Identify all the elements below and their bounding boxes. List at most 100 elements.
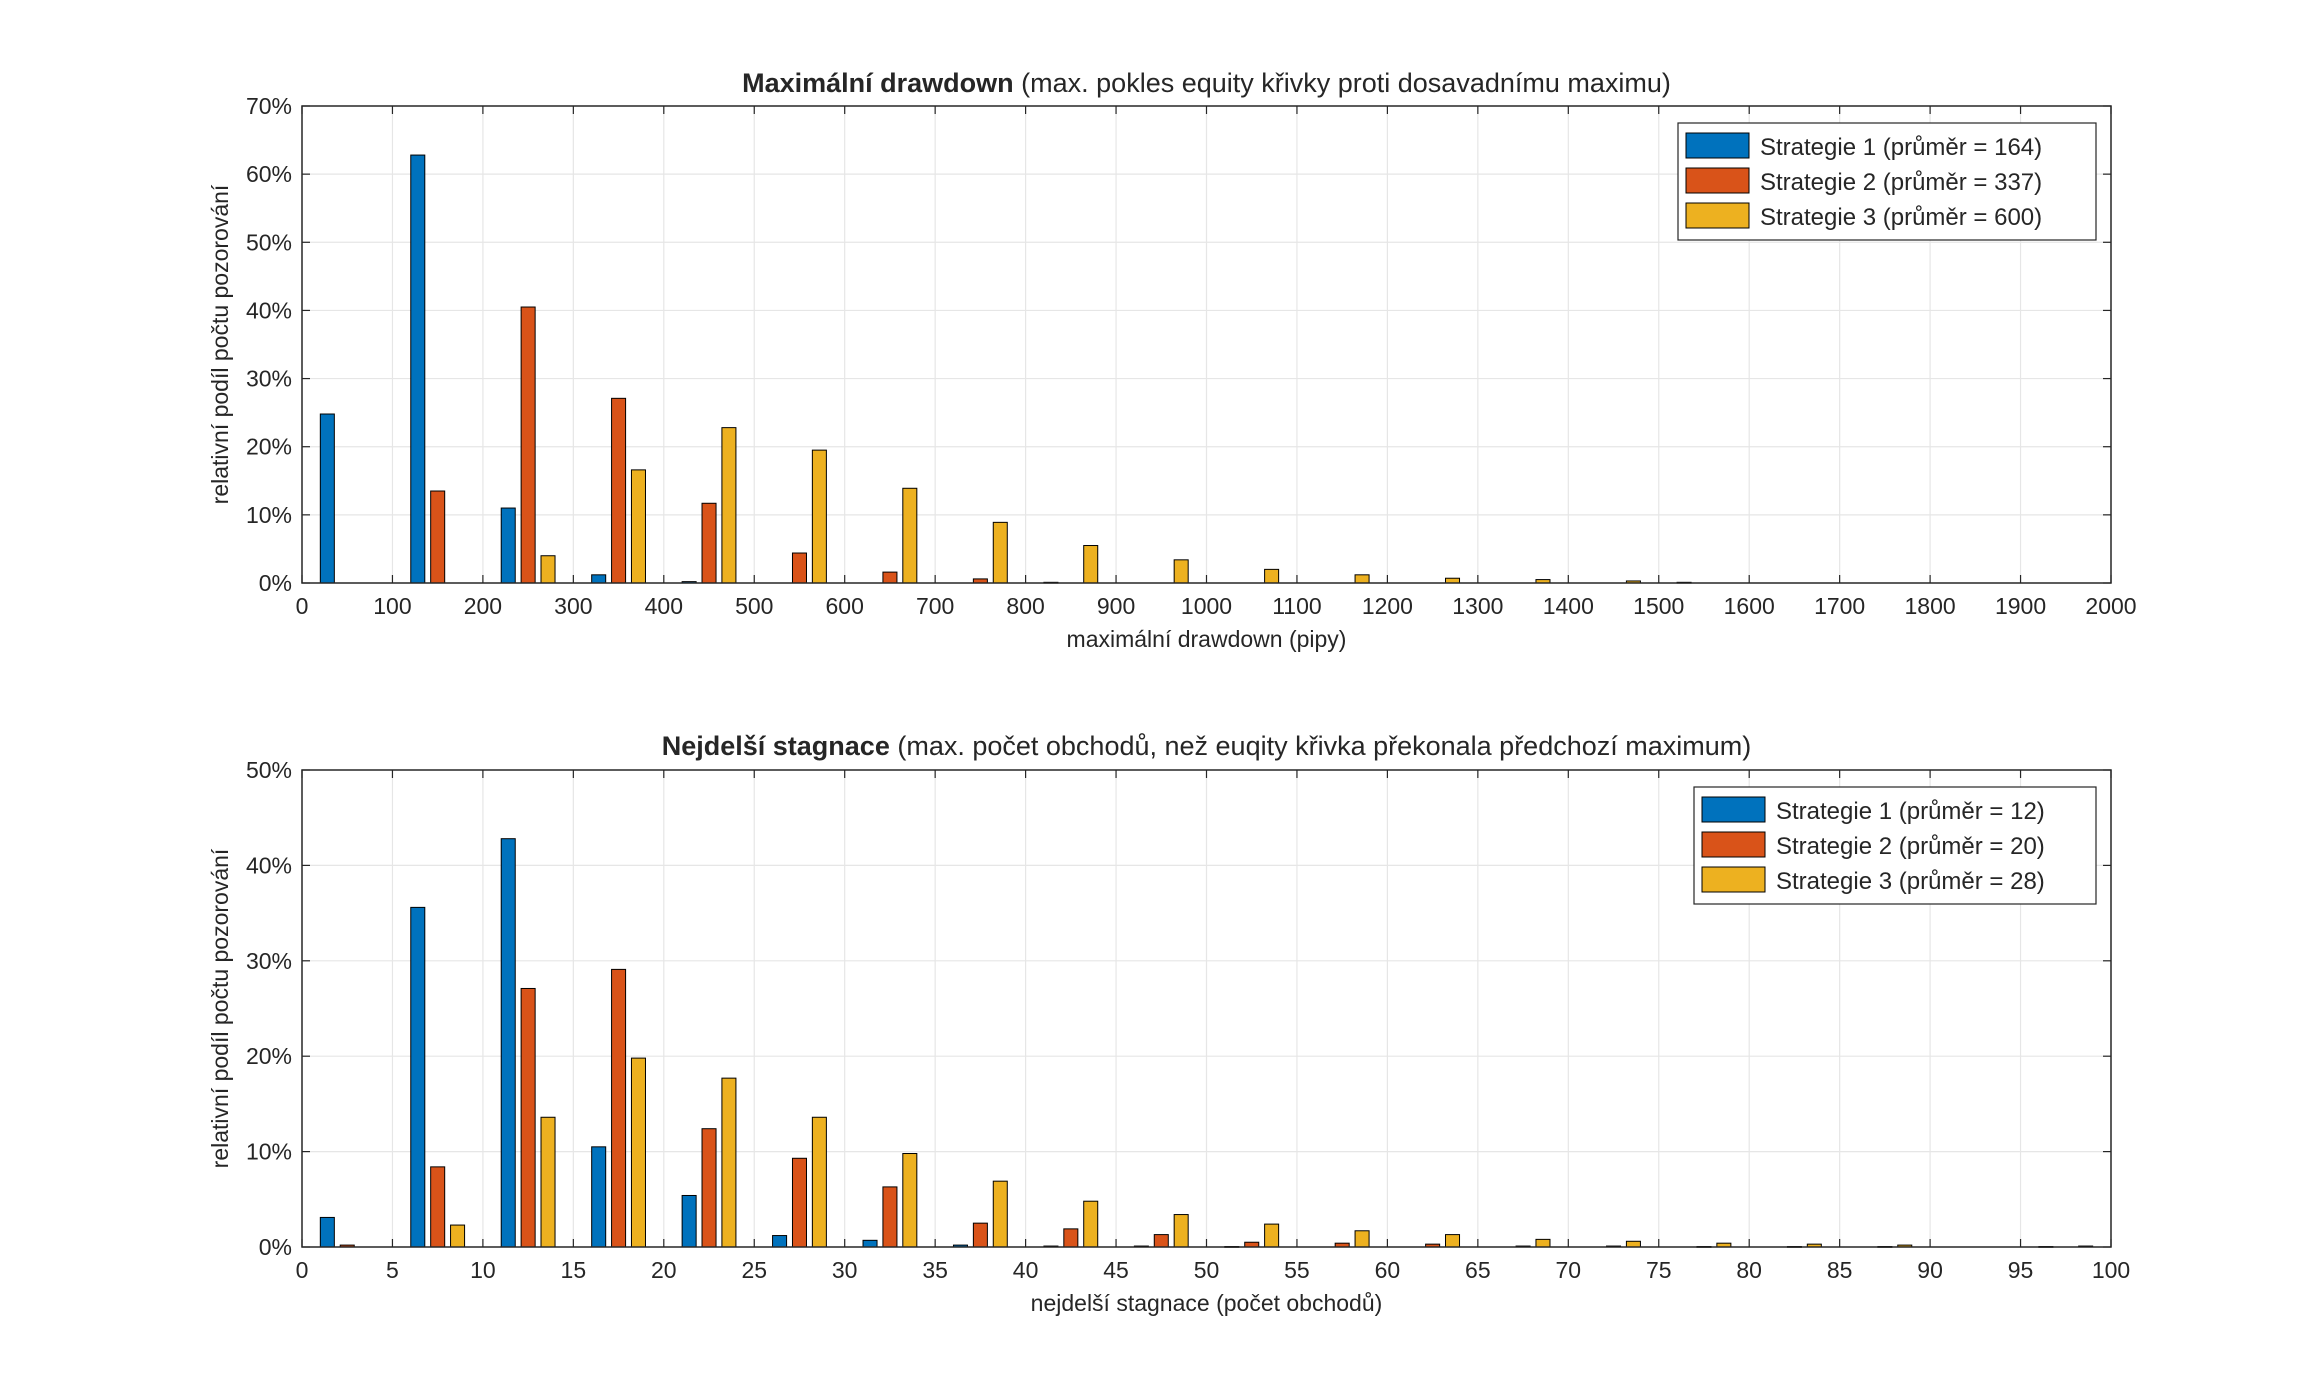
drawdown-bar-s3 xyxy=(992,521,1008,584)
drawdown-bar-s2 xyxy=(520,306,536,584)
stagnation-x-tick-label: 40 xyxy=(1013,1257,1039,1283)
stagnation-title-bold: Nejdelší stagnace xyxy=(662,731,890,761)
drawdown-grid xyxy=(302,106,2111,583)
drawdown-x-tick-label: 900 xyxy=(1097,593,1135,619)
drawdown-bar-s3 xyxy=(1264,568,1280,584)
drawdown-x-tick-label: 700 xyxy=(916,593,954,619)
drawdown-y-tick-label: 20% xyxy=(246,434,292,460)
drawdown-bar-s2 xyxy=(701,502,717,584)
stagnation-x-tick-label: 90 xyxy=(1917,1257,1943,1283)
drawdown-title-bold: Maximální drawdown xyxy=(742,68,1014,98)
drawdown-x-tick-label: 0 xyxy=(296,593,309,619)
stagnation-x-tick-label: 5 xyxy=(386,1257,399,1283)
stagnation-x-tick-label: 65 xyxy=(1465,1257,1491,1283)
stagnation-bar-s1 xyxy=(410,906,426,1248)
drawdown-x-tick-label: 1900 xyxy=(1995,593,2046,619)
stagnation-bar-s1 xyxy=(681,1194,697,1248)
stagnation-x-tick-label: 80 xyxy=(1736,1257,1762,1283)
drawdown-x-tick-label: 2000 xyxy=(2085,593,2136,619)
drawdown-x-tick-label: 200 xyxy=(464,593,502,619)
stagnation-y-tick-label: 0% xyxy=(259,1234,292,1260)
stagnation-bar-s3 xyxy=(811,1116,827,1248)
drawdown-bar-s2 xyxy=(882,571,898,584)
stagnation-x-axis-label: nejdelší stagnace (počet obchodů) xyxy=(1031,1290,1383,1316)
drawdown-y-tick-label: 60% xyxy=(246,161,292,187)
drawdown-x-tick-label: 1300 xyxy=(1452,593,1503,619)
stagnation-legend: Strategie 1 (průměr = 12) Strategie 2 (pr… xyxy=(1693,786,2097,905)
drawdown-bar-s1 xyxy=(319,413,335,584)
stagnation-legend-swatch xyxy=(1701,866,1766,893)
drawdown-bar-s1 xyxy=(591,574,607,584)
stagnation-bar-s1 xyxy=(772,1235,788,1248)
drawdown-bar-s3 xyxy=(540,555,556,584)
drawdown-chart: 0 100 200 300 400 500 600 700 800 900 1000 1100 1200… xyxy=(207,68,2137,652)
drawdown-title: Maximální drawdown (max. pokles equity k… xyxy=(742,68,1671,98)
stagnation-legend-swatch xyxy=(1701,831,1766,858)
drawdown-bar-s3 xyxy=(1354,574,1370,584)
stagnation-bar-s1 xyxy=(862,1239,878,1248)
stagnation-bar-s1 xyxy=(591,1146,607,1248)
drawdown-y-axis-label: relativní podíl počtu pozorování xyxy=(207,184,233,504)
drawdown-legend-label: Strategie 1 (průměr = 164) xyxy=(1760,134,2042,161)
drawdown-x-tick-label: 100 xyxy=(373,593,411,619)
drawdown-bars xyxy=(319,154,1692,584)
stagnation-y-tick-label: 20% xyxy=(246,1043,292,1069)
stagnation-bar-s3 xyxy=(902,1153,918,1248)
stagnation-bar-s3 xyxy=(540,1116,556,1248)
stagnation-x-tick-label: 95 xyxy=(2008,1257,2034,1283)
drawdown-x-tick-label: 1400 xyxy=(1543,593,1594,619)
drawdown-y-tick-label: 70% xyxy=(246,93,292,119)
stagnation-x-tick-label: 15 xyxy=(561,1257,587,1283)
stagnation-y-axis-label: relativní podíl počtu pozorování xyxy=(207,848,233,1168)
drawdown-x-tick-label: 1200 xyxy=(1362,593,1413,619)
drawdown-x-tick-label: 1700 xyxy=(1814,593,1865,619)
stagnation-bar-s3 xyxy=(1354,1230,1370,1248)
stagnation-bar-s2 xyxy=(972,1222,988,1248)
stagnation-x-tick-label: 35 xyxy=(922,1257,948,1283)
drawdown-y-tick-label: 50% xyxy=(246,229,292,255)
stagnation-bar-s2 xyxy=(1063,1228,1079,1248)
stagnation-title: Nejdelší stagnace (max. počet obchodů, n… xyxy=(662,731,1752,761)
stagnation-bar-s3 xyxy=(1173,1214,1189,1248)
stagnation-y-tick-label: 50% xyxy=(246,757,292,783)
stagnation-x-tick-label: 30 xyxy=(832,1257,858,1283)
stagnation-bar-s2 xyxy=(520,987,536,1248)
drawdown-x-tick-label: 400 xyxy=(645,593,683,619)
drawdown-x-tick-label: 600 xyxy=(826,593,864,619)
stagnation-title-rest: (max. počet obchodů, než euqity křivka p… xyxy=(890,731,1751,761)
stagnation-legend-label: Strategie 3 (průměr = 28) xyxy=(1776,868,2045,895)
stagnation-x-tick-label: 60 xyxy=(1375,1257,1401,1283)
drawdown-legend-swatch xyxy=(1685,202,1750,229)
stagnation-bar-s2 xyxy=(882,1186,898,1248)
stagnation-x-tick-label: 85 xyxy=(1827,1257,1853,1283)
drawdown-bar-s3 xyxy=(811,449,827,584)
stagnation-y-tick-label: 40% xyxy=(246,852,292,878)
drawdown-bar-s2 xyxy=(430,490,446,584)
stagnation-x-tick-label: 25 xyxy=(741,1257,767,1283)
stagnation-x-tick-label: 50 xyxy=(1194,1257,1220,1283)
stagnation-bar-s1 xyxy=(319,1216,335,1248)
drawdown-x-tick-label: 1600 xyxy=(1724,593,1775,619)
stagnation-bar-s3 xyxy=(450,1224,466,1248)
stagnation-chart: 0 5 10 15 20 25 30 35 40 45 50 55 60 65 70 75 80 85 90 95 10… xyxy=(207,731,2130,1316)
drawdown-y-tick-label: 40% xyxy=(246,297,292,323)
stagnation-bar-s3 xyxy=(721,1077,737,1248)
drawdown-legend: Strategie 1 (průměr = 164) Strategie 2 (p… xyxy=(1677,122,2097,241)
stagnation-x-tick-label: 55 xyxy=(1284,1257,1310,1283)
drawdown-legend-label: Strategie 2 (průměr = 337) xyxy=(1760,169,2042,196)
drawdown-x-tick-label: 800 xyxy=(1006,593,1044,619)
drawdown-x-tick-label: 1100 xyxy=(1272,593,1321,619)
stagnation-bar-s3 xyxy=(992,1180,1008,1248)
drawdown-x-tick-label: 300 xyxy=(554,593,592,619)
drawdown-bar-s3 xyxy=(1083,545,1099,584)
drawdown-x-axis-label: maximální drawdown (pipy) xyxy=(1067,626,1347,652)
drawdown-bar-s3 xyxy=(902,487,918,584)
drawdown-x-tick-label: 500 xyxy=(735,593,773,619)
stagnation-bar-s3 xyxy=(1625,1240,1641,1248)
drawdown-bar-s3 xyxy=(721,427,737,584)
stagnation-bar-s3 xyxy=(1264,1223,1280,1248)
stagnation-bar-s2 xyxy=(1153,1234,1169,1248)
drawdown-title-rest: (max. pokles equity křivky proti dosavad… xyxy=(1014,68,1671,98)
drawdown-bar-s1 xyxy=(500,507,516,584)
